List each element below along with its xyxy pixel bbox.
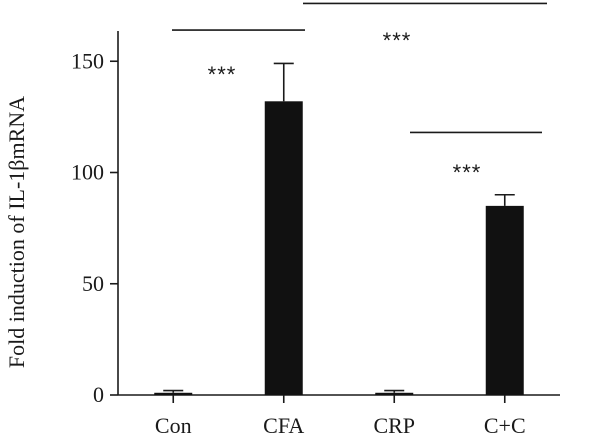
bar-con [154, 392, 193, 395]
bar-crp [375, 392, 414, 395]
y-tick-label: 0 [93, 382, 104, 407]
significance-brackets: *** *** *** [172, 2, 547, 185]
bar-c-c [485, 205, 524, 395]
significance-label: *** [383, 28, 412, 53]
significance-label: *** [208, 62, 237, 87]
chart-axes: 0 50 100 150 Con CFA CRP C+C [71, 31, 560, 438]
x-tick-label: CRP [373, 413, 415, 438]
x-tick-label: Con [155, 413, 192, 438]
y-tick-label: 150 [71, 48, 104, 73]
chart-bars [154, 62, 524, 396]
bar-cfa [264, 101, 303, 396]
significance-label: *** [453, 160, 482, 185]
y-tick-label: 100 [71, 160, 104, 185]
y-axis-label: Fold induction of IL-1βmRNA [4, 96, 29, 368]
y-tick-label: 50 [82, 271, 104, 296]
x-tick-label: CFA [263, 413, 304, 438]
x-tick-label: C+C [484, 413, 526, 438]
